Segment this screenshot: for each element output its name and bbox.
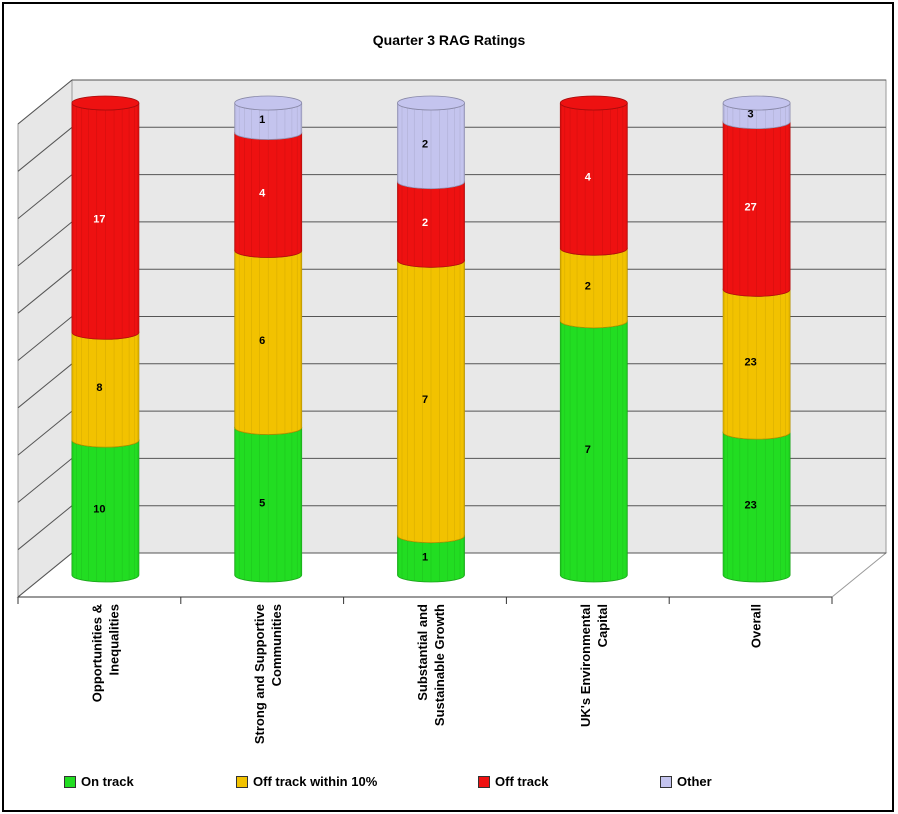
bar-top — [234, 95, 303, 111]
gridline-side — [17, 221, 73, 267]
data-label: 10 — [93, 504, 105, 516]
bar-top — [71, 95, 140, 111]
gridline-side — [17, 505, 73, 551]
gridline-side — [17, 363, 73, 409]
x-tick-label: Substantial and Sustainable Growth — [415, 604, 447, 726]
gridline-side — [17, 268, 73, 314]
x-tick-label-line: Communities — [269, 604, 284, 686]
legend-label: On track — [81, 774, 134, 789]
gridline-side — [17, 79, 73, 125]
legend-swatch — [660, 775, 672, 788]
gridline-side — [17, 410, 73, 456]
legend-item: Off track within 10% — [236, 774, 377, 789]
gridline-side — [17, 316, 73, 361]
bar-stack: 10 8 17 — [71, 95, 140, 583]
data-label: 7 — [422, 394, 428, 406]
x-tick-label: UK's Environmental Capital — [578, 604, 610, 727]
data-label: 2 — [422, 138, 428, 150]
bar-stack: 7 2 4 — [559, 95, 628, 583]
legend: On track Off track within 10% Off track Oth… — [0, 770, 898, 796]
legend-item: Other — [660, 774, 712, 789]
data-label: 2 — [422, 217, 428, 229]
legend-item: On track — [64, 774, 134, 789]
bar-stack: 5 6 4 1 — [234, 95, 303, 583]
data-label: 2 — [585, 281, 591, 293]
x-tick-label-line: Capital — [595, 604, 610, 647]
bar-top — [722, 95, 791, 111]
x-tick-label: Overall — [749, 604, 764, 648]
x-tick-label-line: Substantial and — [415, 604, 430, 701]
legend-item: Off track — [478, 774, 548, 789]
bar-stack: 23 23 27 3 — [722, 95, 791, 583]
gridline-side — [17, 458, 73, 503]
x-tick-label-line: Inequalities — [106, 604, 121, 676]
gridline-side — [17, 126, 73, 172]
x-tick-label-line: Opportunities & — [89, 604, 104, 702]
x-tick-label: Strong and Supportive Communities — [252, 604, 284, 744]
gridline-side — [17, 552, 73, 598]
data-label: 7 — [585, 444, 591, 456]
legend-label: Off track within 10% — [253, 774, 378, 789]
legend-swatch — [478, 775, 490, 788]
x-axis: Opportunities & Inequalities Strong and Su… — [17, 596, 833, 744]
x-tick-label-line: Sustainable Growth — [432, 604, 447, 726]
data-label: 23 — [744, 357, 756, 369]
data-label: 1 — [259, 114, 265, 126]
legend-label: Other — [677, 774, 712, 789]
bar-top — [559, 95, 628, 111]
x-tick-label-line: Overall — [749, 604, 764, 648]
data-label: 27 — [744, 201, 756, 213]
data-label: 3 — [748, 108, 754, 120]
data-label: 8 — [96, 382, 102, 394]
legend-label: Off track — [495, 774, 549, 789]
data-label: 4 — [259, 188, 266, 200]
data-label: 23 — [744, 500, 756, 512]
x-tick-label-line: Strong and Supportive — [252, 604, 267, 744]
data-label: 17 — [93, 214, 105, 226]
bar-top — [397, 95, 465, 111]
legend-swatch — [236, 775, 248, 788]
legend-swatch — [64, 775, 76, 788]
x-tick-label-line: UK's Environmental — [578, 604, 593, 727]
chart-title: Quarter 3 RAG Ratings — [373, 32, 526, 48]
data-label: 6 — [259, 335, 265, 347]
data-label: 1 — [422, 551, 428, 563]
data-label: 5 — [259, 497, 265, 509]
gridline-side — [17, 174, 73, 219]
data-label: 4 — [585, 172, 592, 184]
x-tick-label: Opportunities & Inequalities — [89, 604, 121, 702]
